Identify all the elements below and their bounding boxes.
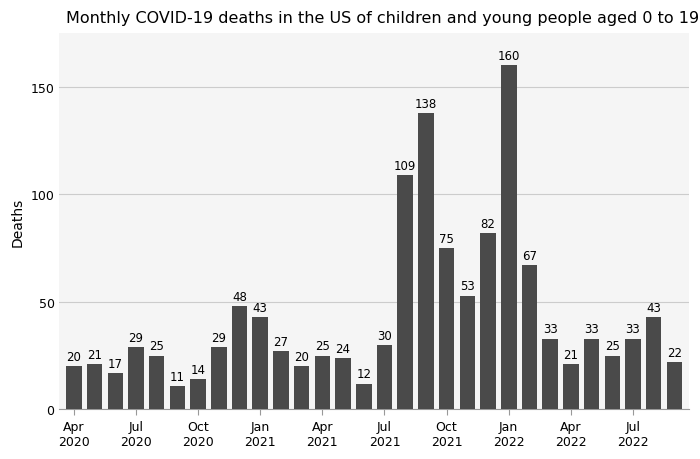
Bar [522,266,537,409]
Bar [605,356,620,409]
Bar [439,249,454,409]
Text: 43: 43 [646,301,661,314]
Bar [542,339,558,409]
Text: 20: 20 [294,351,309,364]
Text: 17: 17 [108,357,122,370]
Text: 30: 30 [377,329,392,342]
Y-axis label: Deaths: Deaths [11,197,25,246]
Bar [356,384,372,409]
Text: 21: 21 [564,348,578,361]
Bar [314,356,330,409]
Bar [480,234,496,409]
Bar [666,363,682,409]
Text: 33: 33 [584,323,599,336]
Text: 14: 14 [190,364,206,376]
Text: 27: 27 [274,336,288,348]
Text: 67: 67 [522,250,537,263]
Text: 109: 109 [394,160,416,173]
Bar [563,364,579,409]
Text: 75: 75 [439,233,454,246]
Bar [149,356,164,409]
Text: 25: 25 [605,340,620,353]
Text: Monthly COVID-19 deaths in the US of children and young people aged 0 to 19 year: Monthly COVID-19 deaths in the US of chi… [66,11,700,26]
Text: 24: 24 [335,342,351,355]
Bar [87,364,102,409]
Text: 25: 25 [315,340,330,353]
Bar [128,347,144,409]
Text: 82: 82 [481,218,496,230]
Text: 43: 43 [253,301,267,314]
Bar [273,352,288,409]
Bar [625,339,640,409]
Text: 53: 53 [460,280,475,293]
Bar [66,367,82,409]
Text: 33: 33 [542,323,557,336]
Bar [377,345,392,409]
Bar [294,367,309,409]
Text: 138: 138 [415,97,437,110]
Text: 29: 29 [211,331,226,344]
Bar [501,67,517,409]
Text: 33: 33 [626,323,641,336]
Text: 48: 48 [232,291,247,303]
Bar [584,339,599,409]
Bar [190,380,206,409]
Text: 21: 21 [87,348,102,361]
Text: 29: 29 [129,331,144,344]
Text: 20: 20 [66,351,81,364]
Bar [398,176,413,409]
Text: 12: 12 [356,368,371,381]
Bar [253,317,268,409]
Bar [335,358,351,409]
Bar [418,113,434,409]
Bar [211,347,227,409]
Text: 160: 160 [498,50,520,63]
Text: 11: 11 [170,370,185,383]
Bar [169,386,186,409]
Bar [460,296,475,409]
Text: 25: 25 [149,340,164,353]
Bar [232,307,247,409]
Bar [108,373,123,409]
Bar [646,317,662,409]
Text: 22: 22 [667,346,682,359]
